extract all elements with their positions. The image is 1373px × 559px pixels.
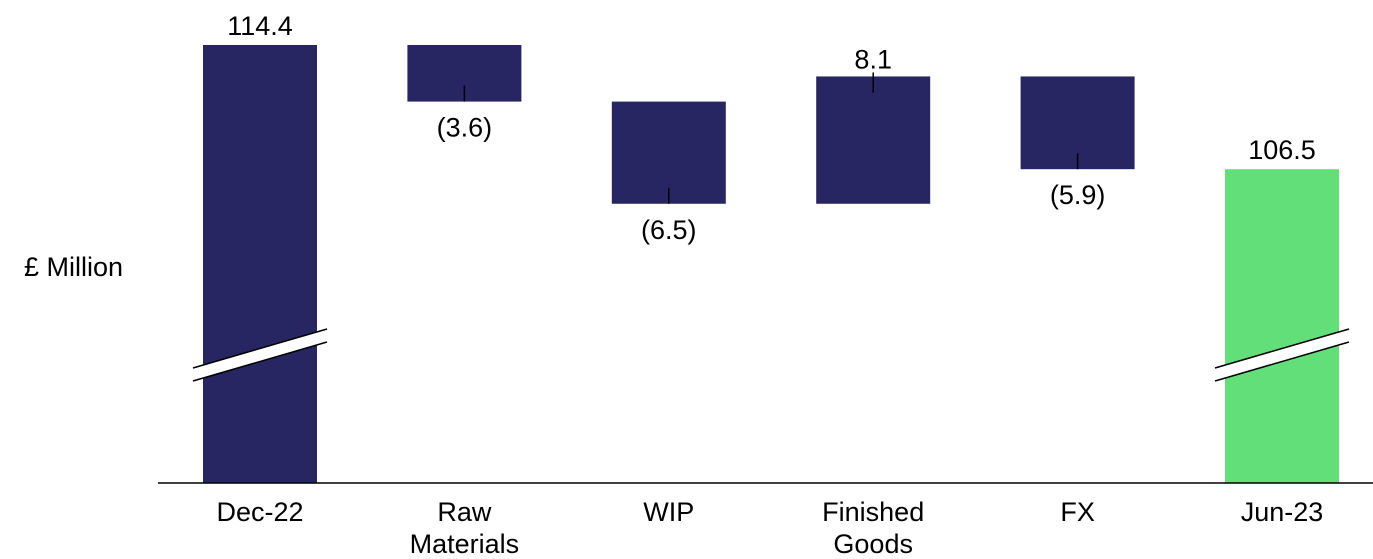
data-label-fx: (5.9) <box>1050 180 1106 210</box>
axis-break-dec-22 <box>192 328 328 382</box>
category-label-wip: WIP <box>643 497 694 527</box>
axis-break-jun-23 <box>1214 328 1350 382</box>
data-label-wip: (6.5) <box>641 215 697 245</box>
bar-finished-goods <box>816 76 931 204</box>
category-label-dec-22: Dec-22 <box>216 497 303 527</box>
bar-jun-23 <box>1225 169 1339 484</box>
bar-dec-22 <box>203 45 317 483</box>
data-label-raw-materials: (3.6) <box>437 113 493 143</box>
category-label-jun-23: Jun-23 <box>1241 497 1324 527</box>
category-label-fx: FX <box>1060 497 1095 527</box>
category-label-raw-materials: Raw <box>437 497 492 527</box>
category-label-raw-materials: Materials <box>410 529 520 559</box>
y-axis-label: £ Million <box>24 252 123 282</box>
category-label-finished-goods: Goods <box>833 529 913 559</box>
data-label-dec-22: 114.4 <box>227 11 293 41</box>
bar-wip <box>611 101 726 204</box>
category-label-finished-goods: Finished <box>822 497 924 527</box>
data-label-finished-goods: 8.1 <box>854 44 892 74</box>
data-label-jun-23: 106.5 <box>1248 135 1316 165</box>
